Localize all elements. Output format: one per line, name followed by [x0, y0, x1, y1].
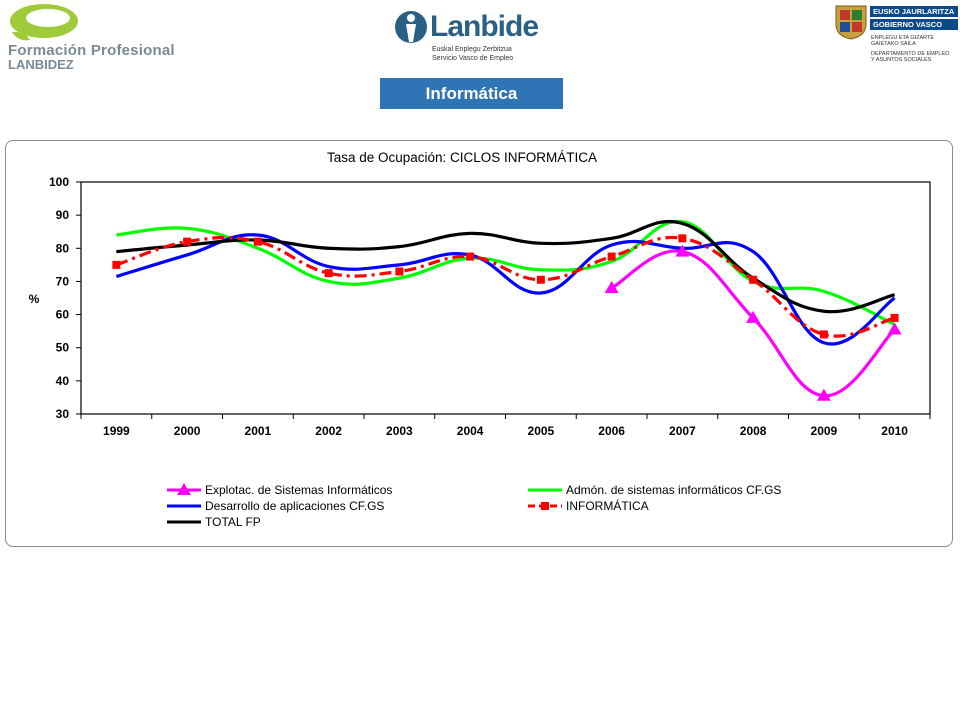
formacion-profesional-emblem-icon — [10, 4, 78, 41]
data-point — [183, 237, 192, 246]
lanbide-subtitle-es: Servicio Vasco de Empleo — [432, 55, 514, 62]
section-tab-informatica[interactable]: Informática — [380, 78, 563, 109]
data-point — [675, 244, 690, 257]
series-inform-tica — [112, 234, 899, 339]
chart-title: Tasa de Ocupación: CICLOS INFORMÁTICA — [327, 150, 597, 165]
data-point — [749, 275, 758, 284]
data-point — [890, 313, 899, 322]
x-tick-label: 1999 — [103, 424, 130, 438]
data-point — [536, 275, 545, 284]
gobierno-vasco-logo: EUSKO JAURLARITZA GOBIERNO VASCO ENPLEGU… — [830, 2, 958, 72]
line-chart: Tasa de Ocupación: CICLOS INFORMÁTICA % … — [29, 150, 931, 529]
data-point — [678, 234, 687, 243]
x-tick-label: 2005 — [528, 424, 555, 438]
series-layer — [112, 219, 902, 401]
data-point — [112, 260, 121, 269]
chart-frame: Tasa de Ocupación: CICLOS INFORMÁTICA % … — [5, 140, 953, 547]
series-line — [116, 219, 896, 314]
gv-dept-line1: ENPLEGU ETA GIZARTE — [871, 35, 935, 41]
data-point — [604, 281, 619, 294]
x-tick-label: 2009 — [811, 424, 838, 438]
y-tick-label: 60 — [56, 308, 70, 322]
gobierno-vasco-shield-icon — [835, 5, 867, 40]
x-tick-label: 2007 — [669, 424, 696, 438]
data-point — [253, 237, 262, 246]
plot-area — [80, 181, 931, 415]
lanbide-emblem-icon — [395, 11, 427, 43]
x-tick-label: 2006 — [598, 424, 625, 438]
x-tick-label: 2000 — [174, 424, 201, 438]
y-tick-label: 40 — [56, 374, 70, 388]
x-tick-label: 2001 — [245, 424, 272, 438]
series-line — [115, 233, 896, 346]
legend-label: Admón. de sistemas informáticos CF.GS — [566, 483, 781, 497]
x-axis: 1999 2000 2001 2002 2003 2004 2005 2006 2007 2008… — [80, 414, 931, 438]
y-tick-label: 70 — [56, 274, 70, 288]
legend-label: TOTAL FP — [205, 515, 261, 529]
gv-dept-line4: Y ASUNTOS SOCIALES — [871, 57, 932, 63]
data-point — [819, 330, 828, 339]
x-tick-label: 2008 — [740, 424, 767, 438]
series-line — [610, 249, 896, 398]
legend-label: Desarrollo de aplicaciones CF.GS — [205, 499, 384, 513]
data-point — [816, 388, 831, 401]
data-point — [541, 502, 549, 510]
y-axis: 100 90 80 70 60 50 40 30 — [49, 175, 81, 421]
y-tick-label: 30 — [56, 407, 70, 421]
x-tick-label: 2010 — [881, 424, 908, 438]
formacion-profesional-logo: Formación Profesional LANBIDEZ — [4, 2, 176, 72]
data-point — [466, 252, 475, 261]
y-axis-label: % — [29, 292, 40, 306]
lanbide-logo: Lanbide Euskal Enplegu Zerbitzua Servici… — [394, 6, 539, 66]
data-point — [177, 483, 191, 495]
y-tick-label: 50 — [56, 341, 70, 355]
legend-item: Admón. de sistemas informáticos CF.GS — [528, 483, 781, 497]
gv-bar-spanish: GOBIERNO VASCO — [870, 19, 958, 30]
legend-label: Explotac. de Sistemas Informáticos — [205, 483, 392, 497]
y-tick-label: 80 — [56, 241, 70, 255]
data-point — [395, 267, 404, 276]
gv-dept-line3: DEPARTAMENTO DE EMPLEO — [871, 51, 950, 57]
fp-logo-line1: Formación Profesional — [8, 42, 175, 59]
x-tick-label: 2003 — [386, 424, 413, 438]
legend-item: INFORMÁTICA — [528, 498, 649, 513]
data-point — [887, 322, 902, 335]
series-total-fp — [116, 219, 896, 314]
y-tick-label: 90 — [56, 208, 70, 222]
x-tick-label: 2004 — [457, 424, 484, 438]
legend: Explotac. de Sistemas Informáticos Admón.… — [167, 483, 781, 529]
series-explotac-de-sistemas-inform-ticos — [604, 244, 902, 401]
series-desarrollo-de-aplicaciones-cf-gs — [115, 233, 896, 346]
lanbide-subtitle-eu: Euskal Enplegu Zerbitzua — [432, 46, 512, 53]
data-point — [746, 310, 761, 323]
data-point — [607, 252, 616, 261]
lanbide-wordmark: Lanbide — [430, 10, 539, 43]
legend-item: TOTAL FP — [167, 515, 261, 529]
legend-item: Desarrollo de aplicaciones CF.GS — [167, 499, 384, 513]
gv-dept-line2: GAIETAKO SAILA — [871, 41, 916, 47]
x-tick-label: 2002 — [315, 424, 342, 438]
legend-label: INFORMÁTICA — [566, 498, 649, 513]
y-tick-label: 100 — [49, 175, 69, 189]
gv-bar-basque: EUSKO JAURLARITZA — [870, 6, 958, 17]
fp-logo-line2: LANBIDEZ — [8, 57, 74, 72]
data-point — [324, 269, 333, 278]
legend-item: Explotac. de Sistemas Informáticos — [167, 483, 392, 497]
